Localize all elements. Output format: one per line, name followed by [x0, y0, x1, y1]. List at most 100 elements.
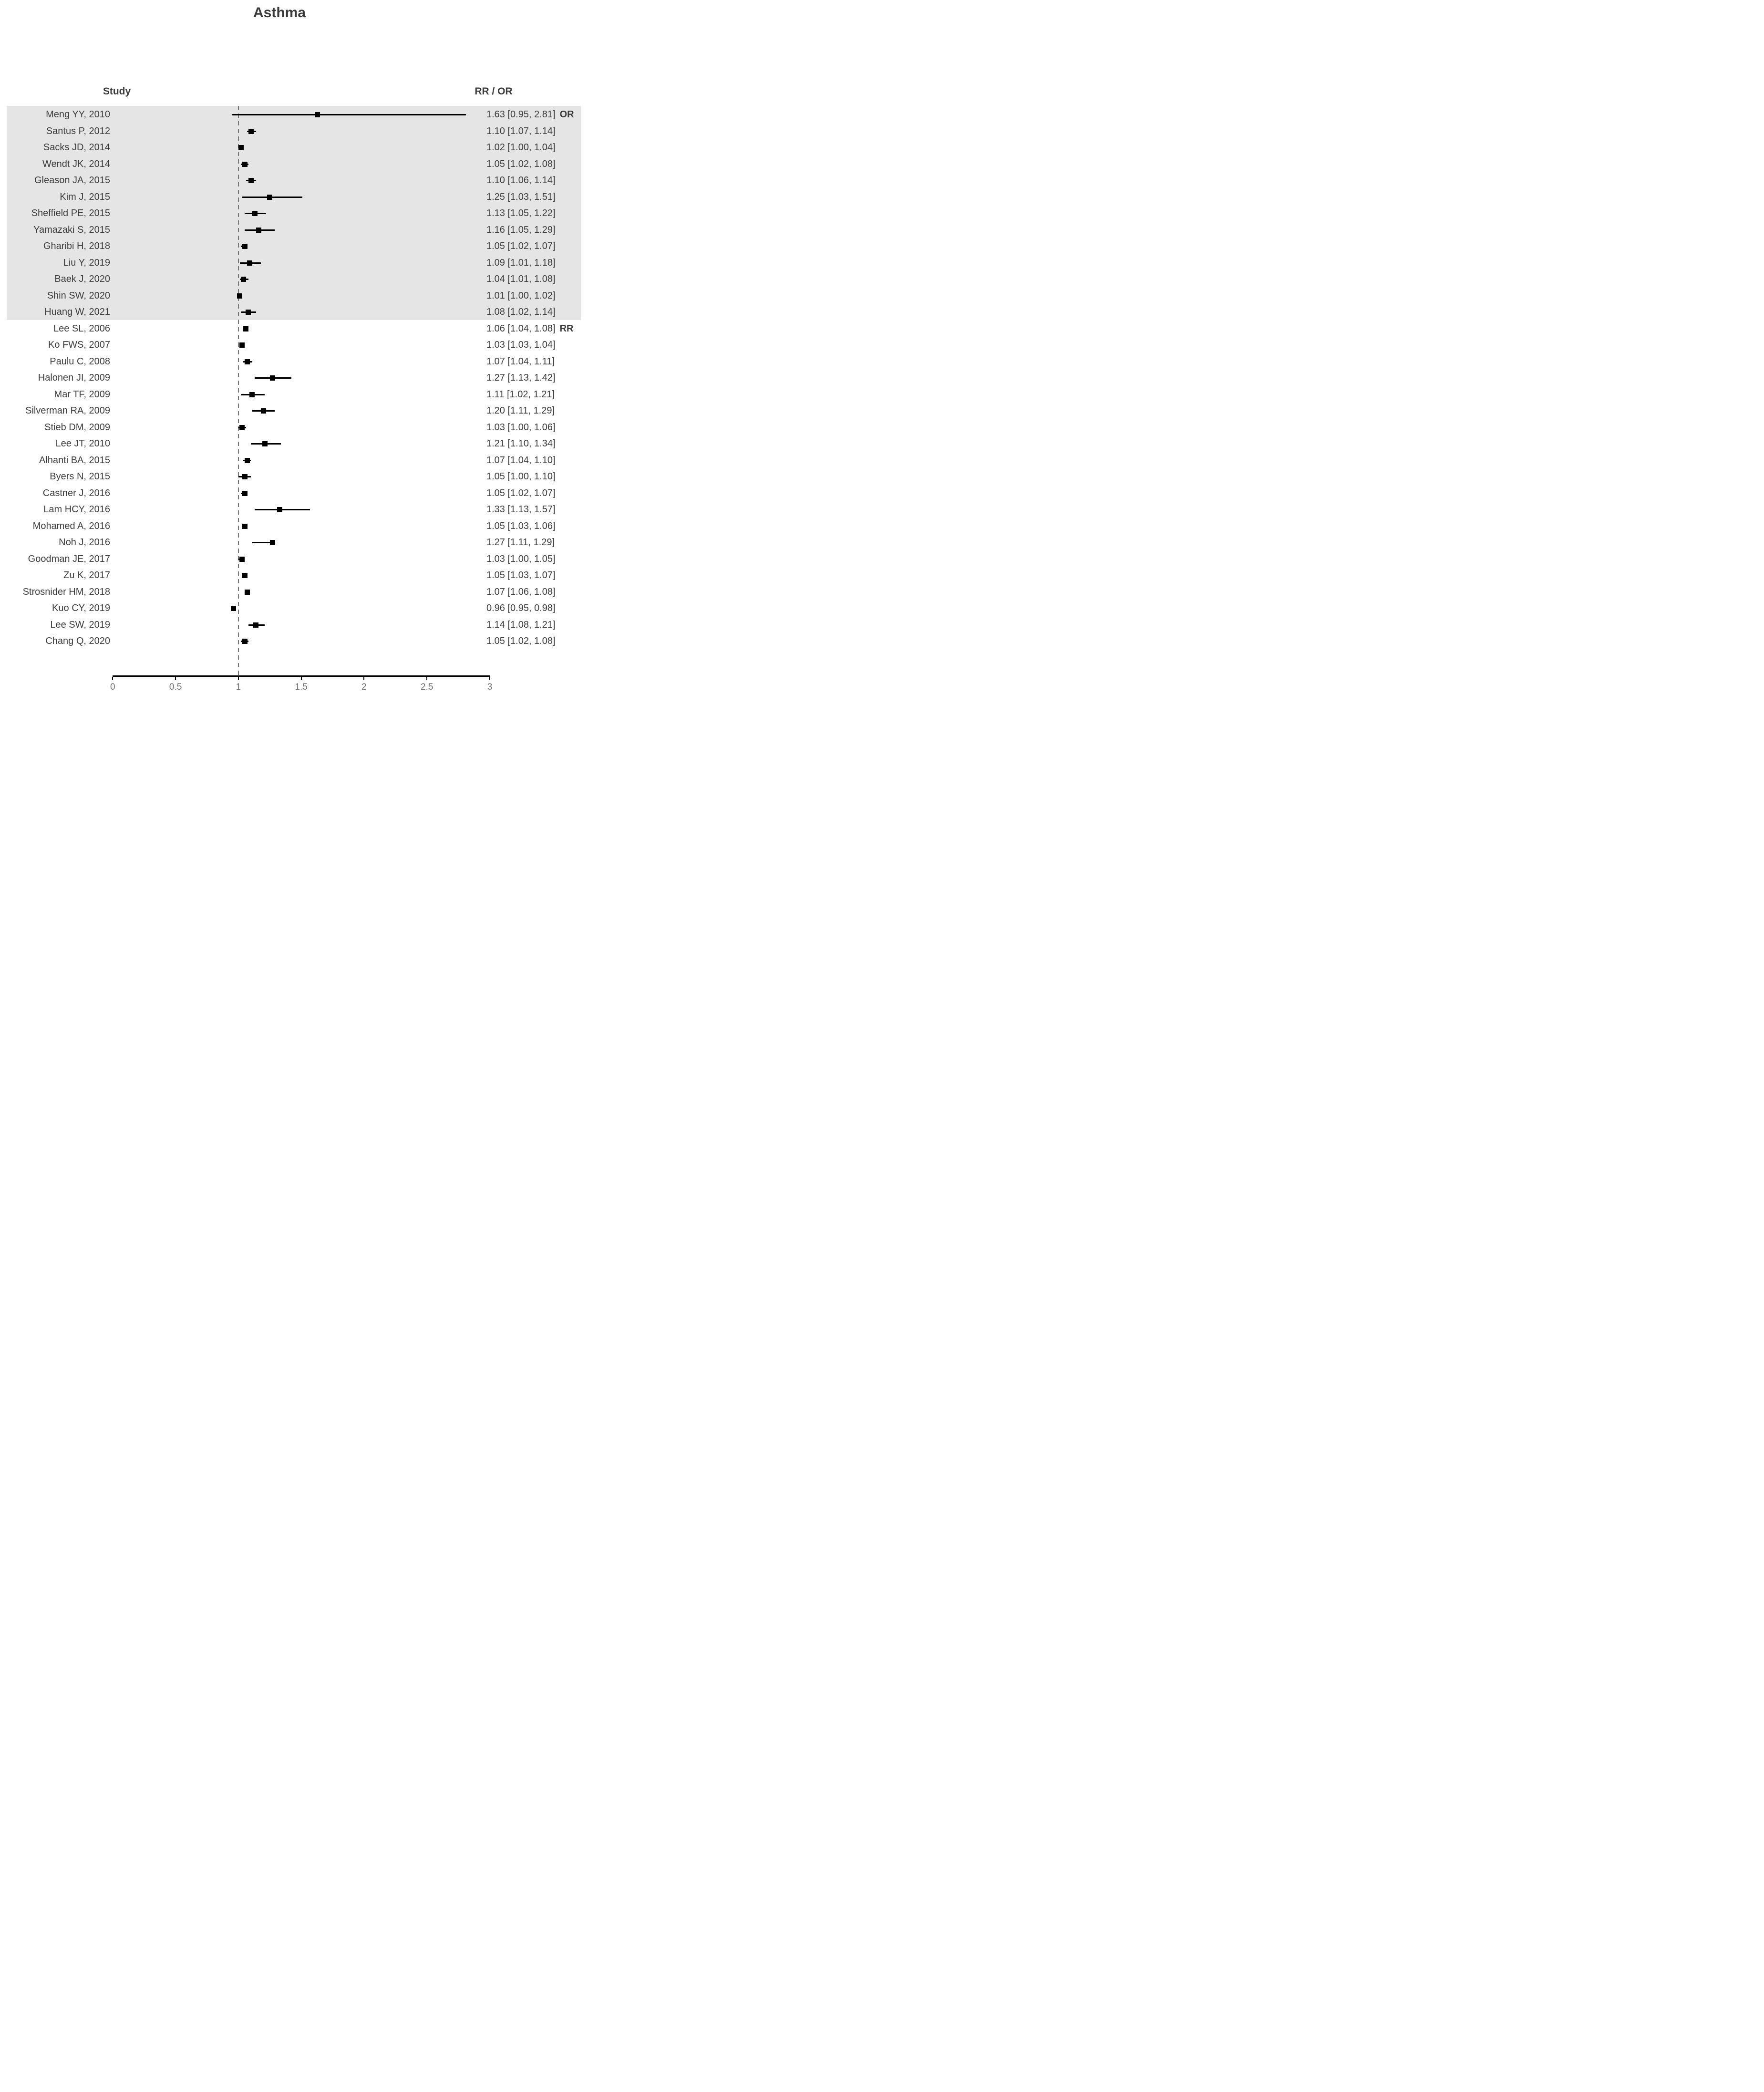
- study-row: Sacks JD, 2014 1.02 [1.00, 1.04]: [0, 139, 588, 156]
- study-label: Byers N, 2015: [50, 471, 110, 482]
- study-label: Strosnider HM, 2018: [22, 586, 110, 597]
- effect-estimate-text: 1.07 [1.06, 1.08]: [486, 586, 556, 597]
- effect-estimate-text: 1.10 [1.07, 1.14]: [486, 125, 556, 136]
- study-label: Ko FWS, 2007: [48, 340, 110, 351]
- study-label: Mohamed A, 2016: [32, 520, 110, 531]
- study-label: Shin SW, 2020: [47, 290, 110, 301]
- study-row: Shin SW, 2020 1.01 [1.00, 1.02]: [0, 288, 588, 304]
- effect-estimate-text: 1.01 [1.00, 1.02]: [486, 290, 556, 301]
- effect-estimate-value: 1.03 [1.00, 1.06]: [486, 421, 556, 434]
- effect-estimate-value: 1.10 [1.07, 1.14]: [486, 125, 556, 137]
- point-estimate-marker: [261, 408, 267, 414]
- study-row: Strosnider HM, 2018 1.07 [1.06, 1.08]: [0, 584, 588, 601]
- study-row: Huang W, 2021 1.08 [1.02, 1.14]: [0, 304, 588, 321]
- point-estimate-marker: [242, 523, 248, 529]
- point-estimate-marker: [244, 589, 250, 595]
- effect-estimate-value: 1.33 [1.13, 1.57]: [486, 503, 556, 516]
- effect-estimate-value: 1.10 [1.06, 1.14]: [486, 174, 556, 186]
- effect-estimate-value: 1.07 [1.04, 1.11]: [486, 355, 555, 368]
- effect-estimate-value: 1.16 [1.05, 1.29]: [486, 224, 556, 236]
- effect-estimate-value: 1.63 [0.95, 2.81] OR: [486, 108, 574, 121]
- study-label: Yamazaki S, 2015: [33, 224, 110, 235]
- effect-estimate-value: 1.05 [1.02, 1.08]: [486, 158, 556, 170]
- study-row: Sheffield PE, 2015 1.13 [1.05, 1.22]: [0, 205, 588, 222]
- study-label: Zu K, 2017: [63, 570, 110, 581]
- effect-estimate-text: 1.03 [1.00, 1.06]: [486, 422, 556, 433]
- study-row: Liu Y, 2019 1.09 [1.01, 1.18]: [0, 255, 588, 271]
- effect-estimate-value: 1.03 [1.03, 1.04]: [486, 339, 556, 351]
- effect-estimate-value: 1.02 [1.00, 1.04]: [486, 141, 556, 154]
- effect-estimate-value: 1.05 [1.00, 1.10]: [486, 470, 556, 483]
- study-label: Kuo CY, 2019: [52, 603, 110, 614]
- study-row: Goodman JE, 2017 1.03 [1.00, 1.05]: [0, 551, 588, 568]
- point-estimate-marker: [242, 161, 248, 167]
- reference-line-at-1: [237, 106, 239, 676]
- effect-estimate-text: 1.33 [1.13, 1.57]: [486, 504, 556, 515]
- x-axis-tick: [363, 676, 365, 680]
- x-axis-tick-label: 1: [236, 682, 241, 692]
- or-group-shading-band: [7, 106, 581, 320]
- point-estimate-marker: [253, 622, 259, 628]
- point-estimate-marker: [242, 474, 248, 480]
- point-estimate-marker: [315, 112, 320, 118]
- study-label: Sacks JD, 2014: [43, 142, 110, 153]
- point-estimate-marker: [239, 342, 245, 348]
- study-label: Santus P, 2012: [46, 125, 110, 136]
- study-label: Liu Y, 2019: [63, 257, 110, 268]
- effect-estimate-text: 1.09 [1.01, 1.18]: [486, 257, 556, 268]
- point-estimate-marker: [242, 639, 248, 644]
- study-row: Castner J, 2016 1.05 [1.02, 1.07]: [0, 485, 588, 502]
- study-label: Gharibi H, 2018: [43, 241, 110, 252]
- point-estimate-marker: [269, 375, 275, 381]
- effect-estimate-value: 1.05 [1.03, 1.07]: [486, 569, 556, 581]
- study-row: Kim J, 2015 1.25 [1.03, 1.51]: [0, 189, 588, 206]
- effect-estimate-value: 1.08 [1.02, 1.14]: [486, 306, 556, 318]
- effect-estimate-value: 1.04 [1.01, 1.08]: [486, 273, 556, 285]
- study-label: Sheffield PE, 2015: [31, 208, 110, 219]
- x-axis-tick: [237, 676, 239, 680]
- effect-estimate-text: 1.63 [0.95, 2.81]: [486, 109, 556, 120]
- effect-estimate-text: 1.10 [1.06, 1.14]: [486, 175, 556, 186]
- point-estimate-marker: [248, 178, 254, 184]
- effect-estimate-text: 1.05 [1.02, 1.08]: [486, 158, 556, 169]
- point-estimate-marker: [243, 326, 249, 331]
- effect-estimate-text: 1.25 [1.03, 1.51]: [486, 191, 556, 202]
- study-label: Meng YY, 2010: [46, 109, 110, 120]
- point-estimate-marker: [238, 145, 244, 151]
- study-label: Lam HCY, 2016: [43, 504, 110, 515]
- point-estimate-marker: [242, 490, 248, 496]
- confidence-interval-line: [232, 114, 466, 116]
- effect-type-tag: RR: [559, 323, 574, 334]
- study-row: Kuo CY, 2019 0.96 [0.95, 0.98]: [0, 600, 588, 617]
- effect-estimate-text: 1.11 [1.02, 1.21]: [486, 389, 555, 400]
- point-estimate-marker: [262, 441, 268, 447]
- study-row: Meng YY, 2010 1.63 [0.95, 2.81] OR: [0, 106, 588, 123]
- study-label: Lee SW, 2019: [50, 619, 110, 630]
- effect-estimate-value: 1.27 [1.11, 1.29]: [486, 536, 555, 549]
- study-row: Mar TF, 2009 1.11 [1.02, 1.21]: [0, 386, 588, 403]
- point-estimate-marker: [242, 244, 248, 249]
- study-row: Noh J, 2016 1.27 [1.11, 1.29]: [0, 534, 588, 551]
- study-label: Lee SL, 2006: [53, 323, 110, 334]
- effect-estimate-value: 1.06 [1.04, 1.08] RR: [486, 322, 573, 335]
- effect-estimate-text: 0.96 [0.95, 0.98]: [486, 603, 556, 614]
- effect-estimate-value: 1.03 [1.00, 1.05]: [486, 553, 556, 565]
- study-row: Chang Q, 2020 1.05 [1.02, 1.08]: [0, 633, 588, 650]
- x-axis-tick: [112, 676, 113, 680]
- study-row: Lee SW, 2019 1.14 [1.08, 1.21]: [0, 617, 588, 633]
- point-estimate-marker: [256, 227, 261, 233]
- point-estimate-marker: [269, 540, 275, 546]
- chart-title: Asthma: [253, 5, 306, 21]
- effect-estimate-value: 1.07 [1.06, 1.08]: [486, 586, 556, 598]
- x-axis-tick-label: 1.5: [295, 682, 308, 692]
- effect-estimate-value: 1.21 [1.10, 1.34]: [486, 437, 556, 450]
- effect-estimate-value: 1.09 [1.01, 1.18]: [486, 257, 556, 269]
- effect-estimate-value: 1.05 [1.02, 1.07]: [486, 487, 556, 499]
- study-row: Lee SL, 2006 1.06 [1.04, 1.08] RR: [0, 321, 588, 337]
- point-estimate-marker: [249, 392, 255, 397]
- point-estimate-marker: [239, 556, 245, 562]
- x-axis-tick: [175, 676, 176, 680]
- study-label: Kim J, 2015: [60, 191, 110, 202]
- effect-estimate-text: 1.04 [1.01, 1.08]: [486, 274, 556, 285]
- x-axis-tick-label: 2.5: [421, 682, 433, 692]
